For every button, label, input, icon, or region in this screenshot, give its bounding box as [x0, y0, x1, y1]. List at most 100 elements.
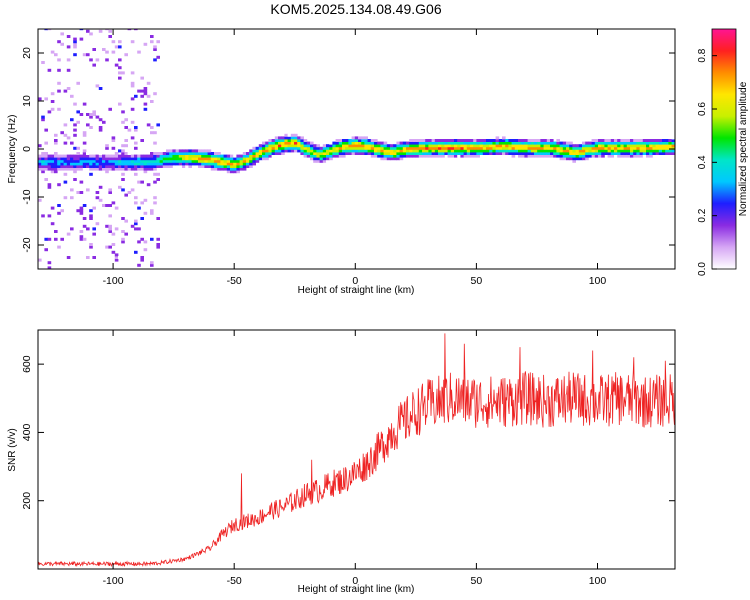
spectrogram-cell-820 — [287, 141, 292, 145]
spectrogram-cell-1064 — [402, 144, 407, 148]
spectrogram-cell-1215 — [473, 144, 477, 148]
spectrogram-cell-1075 — [409, 146, 413, 150]
spectrogram-cell-1347 — [537, 141, 541, 145]
spectrogram-cell-1250 — [492, 149, 496, 153]
spectrogram-cell-1411 — [569, 157, 573, 161]
spectrogram-cell-599 — [182, 152, 186, 155]
spectrogram-cell-939 — [345, 152, 349, 155]
spectrogram-cell-1131 — [434, 146, 439, 150]
spectrogram-cell-776 — [268, 152, 272, 155]
spectrogram-cell-913 — [332, 152, 336, 155]
spectrogram-cell-585 — [175, 154, 180, 158]
spectrogram-cell-1313 — [521, 139, 525, 142]
spectrogram-cell-53 — [50, 170, 55, 174]
spectrogram-cell-842 — [297, 139, 301, 142]
spectrogram-cell-1240 — [486, 144, 490, 148]
spectrogram-cell-457 — [137, 50, 141, 54]
spectrogram-cell-713 — [236, 159, 240, 163]
spectrogram-cell-1083 — [412, 144, 416, 148]
spectrogram-cell-847 — [300, 144, 304, 148]
spectrogram-cell-1548 — [633, 152, 637, 155]
spectrogram-cell-682 — [223, 167, 228, 171]
spectrogram-cell-282 — [102, 165, 106, 168]
spectrogram-cell-804 — [281, 149, 285, 153]
spectrogram-cell-440 — [134, 141, 138, 145]
spectrogram-cell-917 — [332, 141, 336, 145]
spectrogram-cell-1242 — [486, 139, 490, 142]
spectrogram-cell-1580 — [646, 141, 650, 145]
spectrogram-cell-668 — [214, 152, 218, 155]
spectrogram-cell-752 — [255, 152, 260, 155]
spectrogram-cell-973 — [361, 149, 365, 153]
spectrogram-cell-1137 — [438, 149, 442, 153]
spectrogram-cell-425 — [130, 40, 135, 44]
spectrogram-cell-1038 — [390, 144, 394, 148]
spectrogram-cell-1056 — [399, 149, 404, 153]
colorbar: 0.00.20.40.60.8 Normalized spectral ampl… — [697, 28, 749, 276]
spectrogram-cell-65 — [54, 230, 58, 233]
spectrogram-cell-295 — [105, 162, 109, 166]
spectrogram-cell-505 — [150, 209, 154, 213]
spectrogram-cell-17 — [41, 154, 45, 158]
spectrogram-cell-671 — [217, 162, 221, 166]
spectrogram-cell-622 — [194, 159, 199, 163]
spectrogram-cell-1116 — [428, 149, 432, 153]
spectrogram-cell-615 — [191, 162, 196, 166]
spectrogram-cell-1618 — [665, 141, 669, 145]
spectrogram-cell-1158 — [447, 146, 452, 150]
spectrogram-cell-547 — [156, 123, 160, 127]
spectrogram-cell-498 — [146, 123, 151, 127]
spectrogram-cell-845 — [300, 149, 304, 153]
spectrogram-cell-1055 — [399, 152, 404, 155]
spectrogram-cell-1585 — [649, 146, 653, 150]
spectrogram-cell-767 — [262, 141, 266, 145]
colorbar-ticks: 0.00.20.40.60.8 — [697, 48, 717, 276]
spectrogram-cell-572 — [169, 157, 173, 161]
spectrogram-cell-324 — [111, 201, 116, 205]
spectrogram-cell-863 — [306, 141, 311, 145]
spectrogram-cell-978 — [361, 136, 365, 140]
spectrogram-cell-506 — [150, 167, 154, 171]
spectrogram-cell-108 — [63, 167, 68, 171]
spectrogram-cell-1616 — [665, 146, 669, 150]
spectrogram-cell-1316 — [524, 149, 528, 153]
spectrogram-cell-1506 — [614, 152, 618, 155]
spectrogram-cell-1166 — [450, 144, 455, 148]
spectrogram-cell-600 — [182, 149, 186, 153]
spectrogram-cell-155 — [73, 123, 77, 127]
spectrogram-cell-785 — [271, 146, 276, 150]
spectrogram-cell-681 — [220, 154, 224, 158]
spectrogram-cell-143 — [70, 94, 74, 98]
spectrogram-cell-730 — [246, 162, 250, 166]
spectrogram-cell-64 — [54, 237, 58, 241]
spectrogram-cell-1200 — [466, 146, 471, 150]
spectrogram-cell-1127 — [431, 139, 436, 142]
spectrogram-cell-602 — [185, 162, 189, 166]
spectrogram-cell-1296 — [514, 146, 519, 150]
spectrogram-cell-627 — [198, 165, 202, 168]
spectrogram-cell-1226 — [479, 149, 484, 153]
spectrogram-cell-549 — [156, 40, 160, 44]
spectrogram-cell-30 — [44, 154, 48, 158]
spectrogram-cell-1525 — [620, 139, 624, 142]
spectrogram-cell-1198 — [466, 152, 471, 155]
spectrogram-cell-243 — [92, 206, 96, 210]
spectrogram-cell-1496 — [607, 141, 612, 145]
spectrogram-cell-1470 — [594, 139, 599, 142]
spectrogram-cell-54 — [50, 167, 55, 171]
spectrogram-cell-1239 — [486, 146, 490, 150]
spectrogram-cell-420 — [130, 107, 135, 111]
spectrogram-cell-717 — [239, 165, 244, 168]
spectrogram-cell-206 — [82, 131, 87, 135]
spectrogram-cell-1460 — [591, 146, 596, 150]
spectrogram-cell-942 — [345, 144, 349, 148]
spectrogram-cell-119 — [66, 232, 71, 236]
spectrogram-cell-977 — [361, 139, 365, 142]
spectrogram-cell-323 — [111, 232, 116, 236]
spectrogram-cell-560 — [162, 154, 167, 158]
spectrogram-cell-899 — [326, 157, 330, 161]
spectrogram-cell-557 — [162, 162, 167, 166]
spectrogram-cell-172 — [76, 120, 80, 124]
spectrogram-cell-226 — [89, 214, 93, 218]
spectrogram-cell-1160 — [447, 141, 452, 145]
